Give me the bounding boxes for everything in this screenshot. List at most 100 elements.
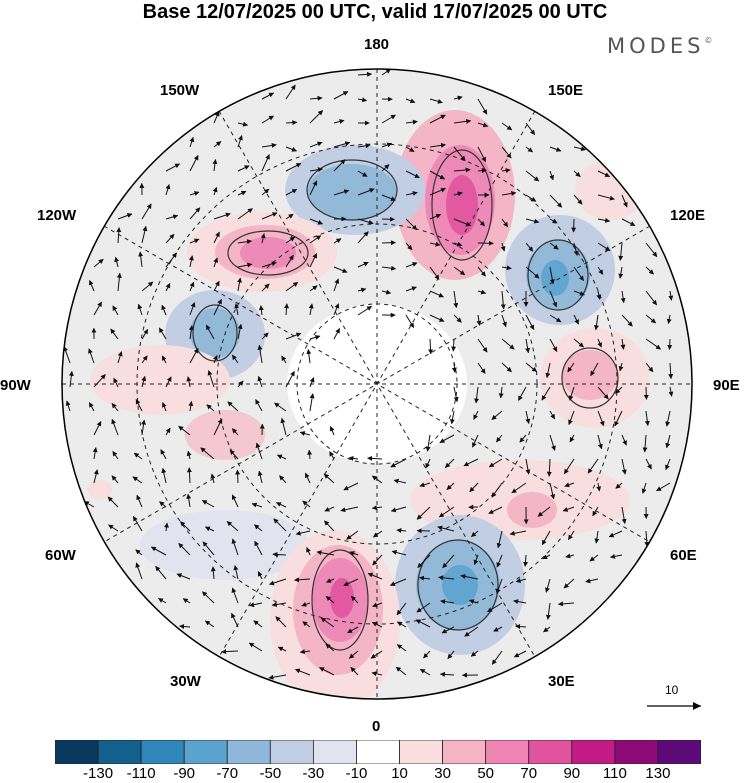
wind-arrow — [357, 218, 374, 225]
wind-arrow — [525, 146, 533, 153]
wind-arrow — [231, 428, 239, 436]
wind-arrow — [463, 458, 479, 467]
wind-arrow — [429, 290, 444, 298]
wind-arrow — [618, 362, 624, 372]
wind-arrow — [357, 231, 369, 244]
wind-arrow — [477, 266, 486, 277]
wind-arrow — [645, 458, 652, 470]
wind-arrow — [212, 186, 218, 196]
wind-arrow — [477, 168, 487, 174]
wind-arrow — [213, 141, 222, 148]
anomaly-negative — [541, 260, 569, 296]
wind-arrow — [285, 236, 296, 244]
wind-arrow — [437, 525, 455, 532]
wind-arrow — [237, 165, 250, 172]
wind-arrow — [347, 626, 359, 634]
wind-arrow — [348, 455, 359, 461]
wind-arrow — [477, 289, 487, 295]
wind-arrow — [549, 290, 558, 308]
wind-arrow — [511, 482, 527, 494]
wind-arrow — [237, 277, 242, 292]
wind-arrow — [453, 218, 472, 227]
colorbar-tick-label: 70 — [520, 765, 538, 782]
wind-arrow — [509, 530, 527, 536]
wind-arrow — [309, 167, 323, 173]
wind-arrow — [453, 146, 466, 162]
wind-arrow — [567, 362, 575, 373]
wind-arrow — [643, 386, 649, 400]
wind-arrow — [350, 667, 359, 676]
wind-arrow — [189, 136, 195, 148]
wind-arrow — [370, 650, 383, 659]
wind-arrow — [487, 602, 503, 613]
wind-arrow — [468, 599, 479, 605]
map-border — [61, 68, 693, 700]
wind-arrow — [585, 578, 599, 584]
wind-arrow — [68, 370, 74, 388]
wind-arrow — [501, 122, 513, 131]
wind-arrow — [464, 626, 479, 637]
wind-arrow — [333, 238, 342, 244]
wind-arrow — [621, 434, 627, 446]
wind-arrow — [116, 272, 122, 292]
wind-arrow — [381, 114, 396, 124]
wind-arrow — [357, 143, 371, 149]
wind-arrow — [329, 451, 335, 460]
wind-arrow — [165, 233, 175, 244]
wind-arrow — [136, 494, 143, 508]
wind-arrow — [261, 212, 278, 220]
wind-arrow — [189, 154, 199, 172]
wind-arrow — [261, 154, 270, 172]
wind-arrow — [405, 170, 420, 179]
wind-arrow — [396, 621, 407, 628]
wind-arrow — [501, 190, 517, 196]
wind-arrow — [235, 469, 241, 484]
colorbar-swatch — [269, 740, 314, 764]
wind-arrow — [83, 501, 95, 508]
wind-arrow — [231, 612, 239, 628]
wind-arrow — [133, 452, 143, 460]
wind-arrow — [350, 595, 359, 604]
wind-arrow — [261, 142, 277, 148]
wind-arrow — [442, 554, 455, 569]
wind-arrow — [179, 623, 191, 629]
wind-arrow — [429, 241, 441, 247]
wind-arrow — [237, 239, 252, 245]
wind-arrow — [665, 410, 671, 427]
wind-arrow — [618, 242, 624, 261]
wind-arrow — [501, 168, 511, 173]
wind-arrow — [333, 119, 345, 124]
wind-arrow — [275, 502, 287, 508]
wind-arrow — [665, 434, 671, 449]
wind-arrow — [272, 551, 287, 557]
wind-arrow — [597, 338, 602, 348]
wind-arrow — [562, 506, 575, 512]
wind-arrow — [333, 91, 349, 100]
wind-arrow — [549, 434, 556, 451]
wind-arrow — [416, 602, 431, 613]
wind-arrow — [205, 324, 215, 340]
wind-arrow — [391, 550, 407, 556]
wind-arrow — [306, 349, 312, 364]
wind-arrow — [549, 314, 562, 323]
wind-arrow — [343, 578, 359, 586]
wind-arrow — [644, 530, 650, 547]
wind-arrow — [357, 287, 367, 293]
wind-arrow — [165, 376, 172, 388]
wind-arrow — [396, 528, 407, 533]
wind-arrow — [453, 241, 463, 247]
wind-arrow — [563, 578, 575, 589]
wind-arrow — [304, 472, 311, 484]
wind-arrow — [615, 482, 623, 489]
wind-arrow — [189, 302, 196, 316]
wind-arrow — [415, 619, 431, 628]
wind-arrow — [488, 458, 503, 468]
wind-arrow — [419, 575, 431, 581]
wind-arrow — [620, 338, 626, 350]
wind-arrow — [381, 142, 393, 148]
wind-arrow — [307, 449, 313, 460]
wind-arrow — [132, 476, 143, 484]
wind-arrow — [396, 602, 407, 616]
wind-arrow — [164, 522, 169, 532]
wind-arrow — [545, 362, 551, 379]
